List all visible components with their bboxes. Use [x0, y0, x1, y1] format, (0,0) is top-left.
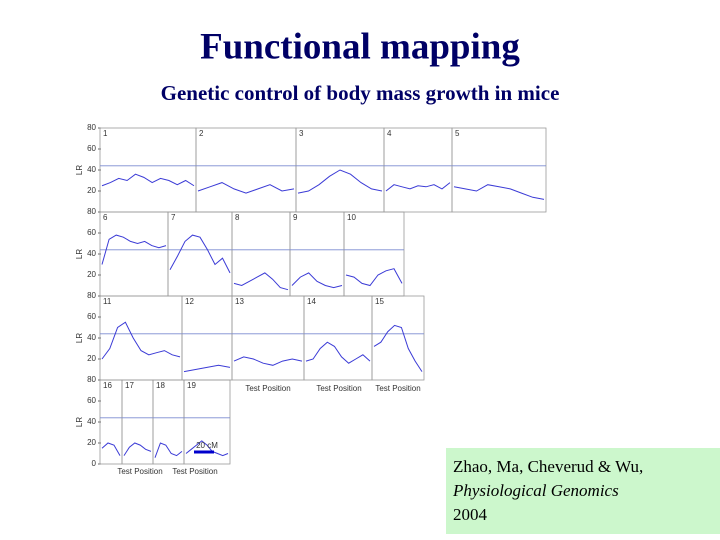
y-axis-label: LR: [75, 165, 84, 175]
panel-frame: [195, 127, 297, 213]
lr-curve: [101, 234, 167, 265]
y-tick-label: 20: [87, 270, 96, 279]
lr-curve: [345, 268, 403, 287]
y-tick-label: 80: [87, 291, 96, 300]
y-tick-label: 80: [87, 123, 96, 132]
lr-curve: [385, 182, 451, 192]
panel-frame: [167, 211, 233, 297]
citation-journal: Physiological Genomics: [452, 481, 619, 500]
y-axis-label: LR: [75, 333, 84, 343]
panel-frame: [183, 379, 231, 465]
lr-curve: [373, 324, 423, 372]
y-tick-label: 80: [87, 375, 96, 384]
lr-curve: [154, 442, 183, 458]
panel-frame: [303, 295, 373, 381]
y-tick-label: 20: [87, 186, 96, 195]
x-axis-label: Test Position: [316, 384, 361, 393]
panel-frame: [371, 295, 425, 381]
y-tick-label: 20: [87, 354, 96, 363]
panel-frame: [289, 211, 345, 297]
y-tick-label: 40: [87, 333, 96, 342]
lr-curve: [453, 184, 545, 200]
lr-curve: [233, 272, 289, 291]
y-tick-label: 40: [87, 165, 96, 174]
y-tick-label: 60: [87, 144, 96, 153]
panel-frame: [99, 379, 123, 465]
y-axis-label: LR: [75, 249, 84, 259]
lr-curve: [297, 169, 383, 194]
y-tick-label: 60: [87, 312, 96, 321]
y-tick-label: 60: [87, 228, 96, 237]
panel-frame: [99, 127, 197, 213]
panel-label: 11: [103, 297, 112, 306]
panel-label: 7: [171, 213, 176, 222]
panel-label: 2: [199, 129, 204, 138]
panel-label: 8: [235, 213, 240, 222]
y-axis-label: LR: [75, 417, 84, 427]
panel-label: 16: [103, 381, 112, 390]
panel-label: 6: [103, 213, 108, 222]
panel-frame: [343, 211, 405, 297]
citation-box: [446, 448, 720, 534]
lr-curve: [305, 341, 371, 364]
panel-label: 4: [387, 129, 392, 138]
lr-curve: [197, 182, 295, 194]
panel-frame: [231, 211, 291, 297]
x-axis-label: Test Position: [172, 467, 217, 476]
y-tick-label: 40: [87, 417, 96, 426]
lr-curve: [169, 234, 231, 274]
lr-curve: [185, 440, 229, 457]
slide-subtitle: Genetic control of body mass growth in m…: [161, 81, 560, 105]
panel-label: 15: [375, 297, 384, 306]
panel-frame: [99, 211, 169, 297]
x-axis-label: Test Position: [245, 384, 290, 393]
citation-year: 2004: [453, 505, 488, 524]
lr-curve: [123, 442, 152, 456]
panel-frame: [451, 127, 547, 213]
slide-title: Functional mapping: [200, 26, 520, 67]
panel-label: 14: [307, 297, 316, 306]
panel-label: 13: [235, 297, 244, 306]
x-axis-label: Test Position: [375, 384, 420, 393]
scale-label: 20 cM: [196, 441, 218, 450]
panel-label: 18: [156, 381, 165, 390]
panel-label: 17: [125, 381, 134, 390]
panel-label: 12: [185, 297, 194, 306]
panel-label: 10: [347, 213, 356, 222]
y-tick-label: 60: [87, 396, 96, 405]
lr-curve: [101, 442, 121, 456]
citation-authors: Zhao, Ma, Cheverud & Wu,: [453, 457, 643, 476]
lr-curve: [291, 272, 343, 289]
panel-label: 19: [187, 381, 196, 390]
panel-label: 3: [299, 129, 304, 138]
x-axis-label: Test Position: [117, 467, 162, 476]
panel-frame: [99, 295, 183, 381]
y-tick-label: 20: [87, 438, 96, 447]
panel-label: 5: [455, 129, 460, 138]
y-tick-label: 40: [87, 249, 96, 258]
y-tick-label: 0: [92, 459, 97, 468]
panel-frame: [231, 295, 305, 381]
panel-frame: [383, 127, 453, 213]
panel-label: 1: [103, 129, 108, 138]
lr-curve: [101, 321, 181, 360]
lr-curve: [101, 173, 195, 187]
lr-curve: [233, 356, 303, 366]
y-tick-label: 80: [87, 207, 96, 216]
lr-curve: [183, 364, 231, 373]
panel-label: 9: [293, 213, 298, 222]
